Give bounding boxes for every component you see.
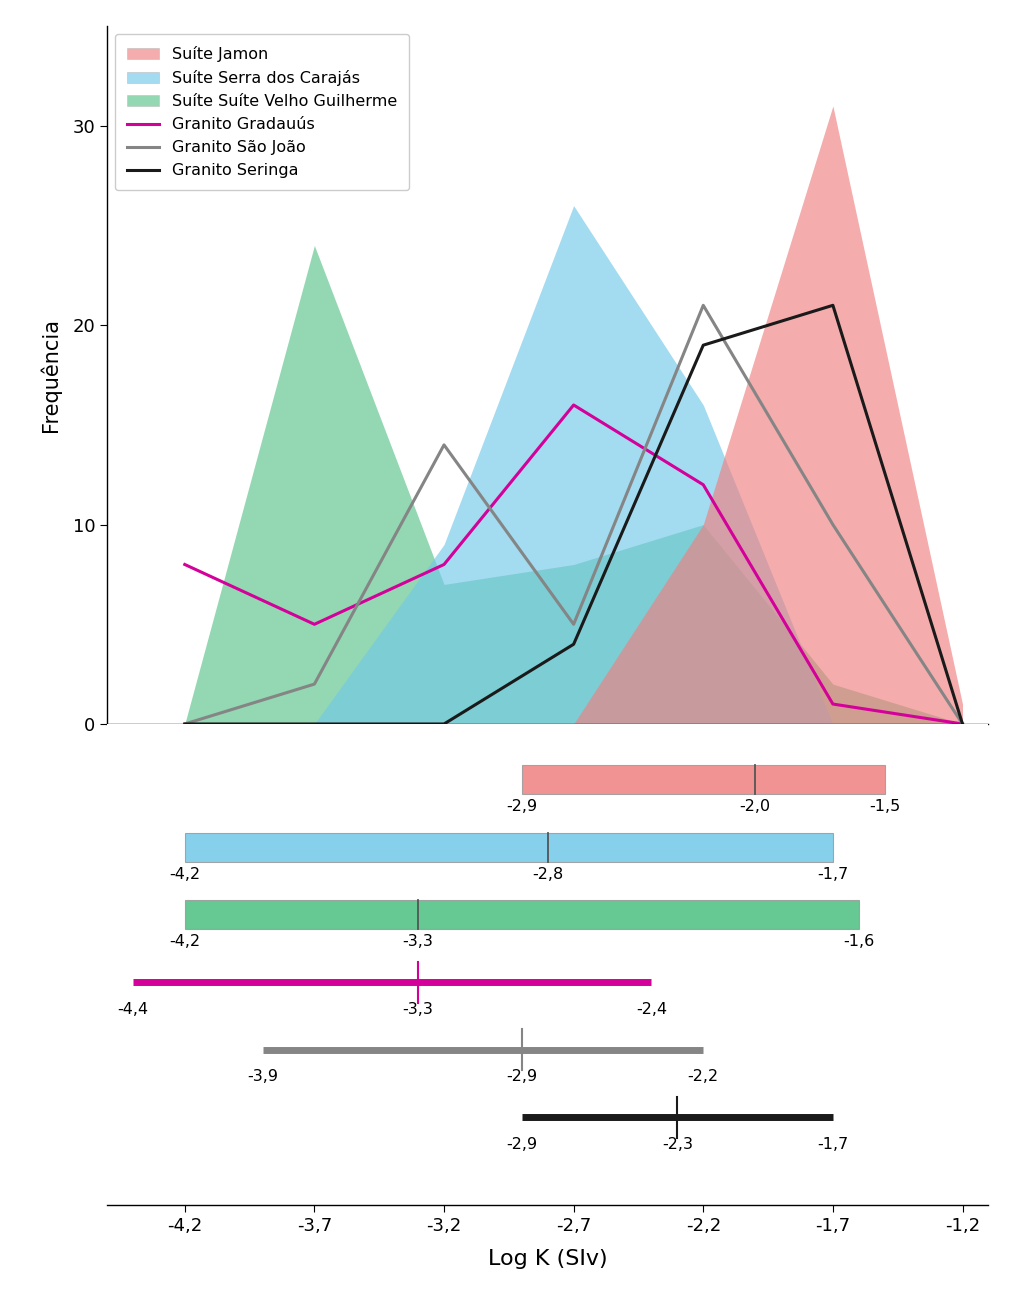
Granito Gradauús xyxy=(697,477,709,493)
Text: -2,3: -2,3 xyxy=(661,1137,693,1151)
Y-axis label: Frequência: Frequência xyxy=(40,318,61,432)
Text: -4,2: -4,2 xyxy=(169,867,201,882)
Granito Seringa xyxy=(697,337,709,352)
Text: -4,2: -4,2 xyxy=(169,934,201,948)
Granito Gradauús xyxy=(438,557,450,572)
Bar xyxy=(522,765,884,794)
Granito Seringa xyxy=(309,717,321,732)
Granito Gradauús xyxy=(309,617,321,633)
Granito São João xyxy=(178,717,191,732)
Bar xyxy=(184,900,859,929)
Legend: Suíte Jamon, Suíte Serra dos Carajás, Suíte Suíte Velho Guilherme, Granito Grada: Suíte Jamon, Suíte Serra dos Carajás, Su… xyxy=(115,34,409,190)
Text: -3,3: -3,3 xyxy=(403,1002,433,1017)
Text: -2,9: -2,9 xyxy=(506,799,537,814)
Granito São João xyxy=(568,617,580,633)
Granito São João xyxy=(438,438,450,453)
Text: -1,5: -1,5 xyxy=(869,799,901,814)
Line: Granito Seringa: Granito Seringa xyxy=(184,305,963,724)
Text: -4,4: -4,4 xyxy=(117,1002,149,1017)
Text: -2,0: -2,0 xyxy=(740,799,770,814)
Text: -2,9: -2,9 xyxy=(506,1069,537,1085)
Text: -2,4: -2,4 xyxy=(636,1002,667,1017)
Granito Seringa xyxy=(438,717,450,732)
Text: -3,3: -3,3 xyxy=(403,934,433,948)
Granito Seringa xyxy=(957,717,969,732)
Granito São João xyxy=(309,676,321,692)
Granito São João xyxy=(697,297,709,313)
Granito São João xyxy=(826,516,839,532)
Granito São João xyxy=(957,717,969,732)
Granito Gradauús xyxy=(178,557,191,572)
Granito Seringa xyxy=(568,637,580,652)
X-axis label: Log K (SIv): Log K (SIv) xyxy=(488,1248,607,1269)
Text: -2,8: -2,8 xyxy=(532,867,564,882)
Text: -2,2: -2,2 xyxy=(688,1069,718,1085)
Text: -1,7: -1,7 xyxy=(817,867,849,882)
Text: -1,6: -1,6 xyxy=(843,934,874,948)
Granito Gradauús xyxy=(957,717,969,732)
Line: Granito Gradauús: Granito Gradauús xyxy=(184,405,963,724)
Bar xyxy=(184,833,833,862)
Text: -3,9: -3,9 xyxy=(247,1069,278,1085)
Text: -1,7: -1,7 xyxy=(817,1137,849,1151)
Granito Seringa xyxy=(826,297,839,313)
Granito Gradauús xyxy=(568,397,580,413)
Granito Gradauús xyxy=(826,696,839,711)
Line: Granito São João: Granito São João xyxy=(184,305,963,724)
Text: -2,9: -2,9 xyxy=(506,1137,537,1151)
Granito Seringa xyxy=(178,717,191,732)
